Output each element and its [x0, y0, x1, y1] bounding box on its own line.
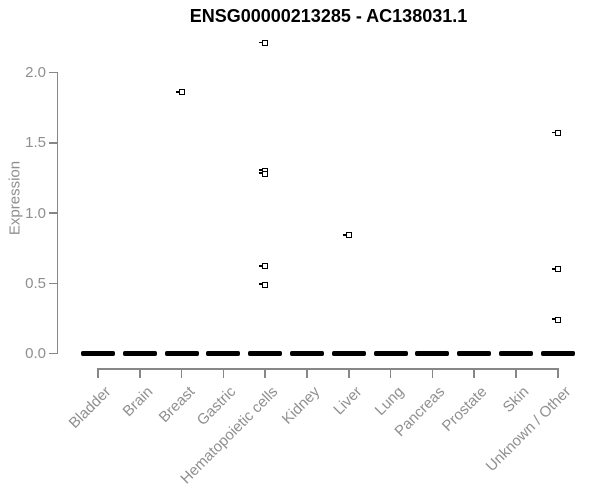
zero-dash: [206, 351, 241, 356]
x-tick: [431, 368, 434, 378]
y-tick: [48, 71, 57, 74]
y-tick: [48, 282, 57, 284]
x-tick: [515, 368, 517, 378]
x-tick: [348, 368, 350, 378]
outlier-point: [342, 232, 352, 239]
x-tick: [473, 368, 475, 378]
y-axis-line: [56, 72, 58, 354]
x-tick: [180, 368, 183, 378]
zero-dash: [164, 351, 199, 356]
x-tick: [97, 368, 99, 378]
zero-dash: [122, 351, 157, 356]
y-tick-label: 1.0: [25, 204, 46, 222]
x-tick: [557, 368, 559, 378]
x-tick: [139, 368, 141, 378]
y-tick-label: 2.0: [25, 64, 46, 81]
zero-dash: [81, 351, 115, 356]
y-tick: [48, 352, 57, 355]
x-tick: [264, 368, 266, 378]
outlier-point: [551, 316, 561, 323]
zero-dash: [540, 351, 575, 356]
x-tick: [389, 368, 392, 378]
y-tick: [48, 212, 57, 214]
zero-dash: [248, 351, 283, 356]
y-tick-label: 0.5: [25, 274, 46, 292]
y-tick-label: 0.0: [25, 345, 46, 362]
x-tick: [222, 368, 225, 378]
outlier-point: [259, 39, 269, 46]
zero-dash: [290, 351, 324, 356]
zero-dash: [499, 351, 533, 356]
outlier-point: [551, 266, 561, 273]
outlier-point: [175, 89, 185, 96]
y-axis-label: Expression: [6, 160, 24, 236]
zero-dash: [415, 351, 450, 356]
outlier-point: [551, 129, 561, 136]
outlier-point: [259, 263, 269, 270]
zero-dash: [457, 351, 492, 356]
x-axis-line: [98, 368, 559, 370]
zero-dash: [373, 351, 408, 356]
y-tick-label: 1.5: [25, 134, 46, 152]
outlier-point: [259, 281, 269, 288]
chart-title: ENSG00000213285 - AC138031.1: [189, 6, 468, 26]
y-tick: [48, 142, 57, 144]
zero-dash: [331, 351, 366, 356]
x-tick: [306, 368, 308, 378]
outlier-point: [259, 170, 269, 177]
